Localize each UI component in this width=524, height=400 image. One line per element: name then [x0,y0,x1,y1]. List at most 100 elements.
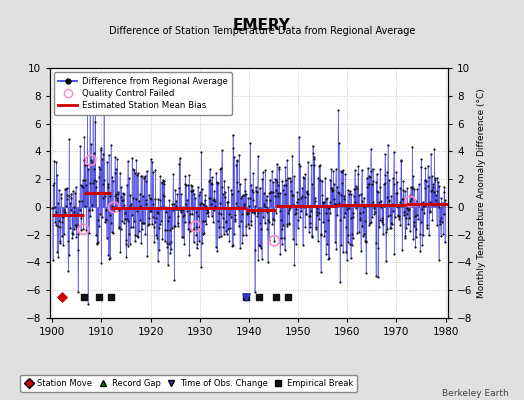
Point [374,189,382,195]
Point [231,218,239,224]
Point [118,190,127,196]
Point [99,150,107,157]
Point [84,166,92,172]
Point [57,195,66,201]
Point [379,231,387,237]
Point [380,202,388,209]
Point [89,109,97,116]
Point [199,218,207,224]
Point [107,142,115,149]
Point [48,204,57,211]
Point [193,245,201,252]
Point [283,175,292,181]
Point [306,220,314,226]
Point [369,198,378,205]
Point [441,197,450,203]
Point [108,203,116,209]
Point [300,174,309,181]
Point [268,168,276,174]
Point [61,203,70,210]
Point [50,204,59,210]
Point [168,225,176,231]
Point [338,169,346,175]
Point [199,201,208,207]
Point [250,209,258,216]
Point [260,200,268,207]
Point [87,141,95,147]
Point [375,224,384,231]
Point [60,206,68,213]
Point [392,190,401,197]
Point [228,242,236,249]
Point [361,218,369,224]
Point [268,189,277,195]
Point [329,168,337,174]
Point [349,214,357,220]
Point [180,219,189,225]
Point [124,158,132,164]
Point [86,213,94,220]
Point [95,174,103,180]
Point [80,157,88,164]
Point [440,184,449,190]
Point [83,189,91,195]
Point [245,225,253,232]
Point [99,181,107,187]
Point [214,180,222,186]
Point [178,212,187,219]
Point [242,223,250,229]
Point [189,206,197,212]
Point [359,194,368,201]
Point [107,229,116,236]
Point [58,219,66,226]
Point [245,203,254,210]
Point [277,217,286,223]
Point [274,182,282,188]
Point [291,241,300,247]
Point [286,175,294,181]
Point [189,187,198,194]
Point [198,240,206,246]
Point [203,206,211,213]
Point [195,224,203,230]
Point [162,209,170,215]
Point [388,175,397,182]
Point [333,202,341,208]
Point [315,163,323,170]
Point [59,242,67,248]
Point [250,289,259,295]
Point [320,232,329,239]
Point [129,224,138,230]
Point [227,187,235,193]
Point [434,256,443,263]
Point [354,163,363,169]
Point [63,192,71,198]
Point [101,216,110,222]
Point [435,218,444,224]
Point [181,173,190,180]
Point [149,201,157,207]
Point [370,203,379,209]
Point [383,169,391,176]
Point [92,232,100,238]
Point [144,205,152,211]
Point [235,152,243,158]
Point [409,218,418,225]
Point [214,233,223,240]
Point [428,217,436,224]
Point [90,166,98,172]
Point [124,218,133,225]
Point [306,224,314,230]
Point [194,192,203,198]
Point [222,218,230,224]
Point [137,173,145,179]
Point [287,202,296,208]
Point [77,214,85,221]
Point [269,179,278,185]
Point [309,149,318,156]
Point [88,207,96,213]
Point [58,212,67,219]
Point [60,186,69,192]
Point [439,231,447,237]
Point [103,235,111,241]
